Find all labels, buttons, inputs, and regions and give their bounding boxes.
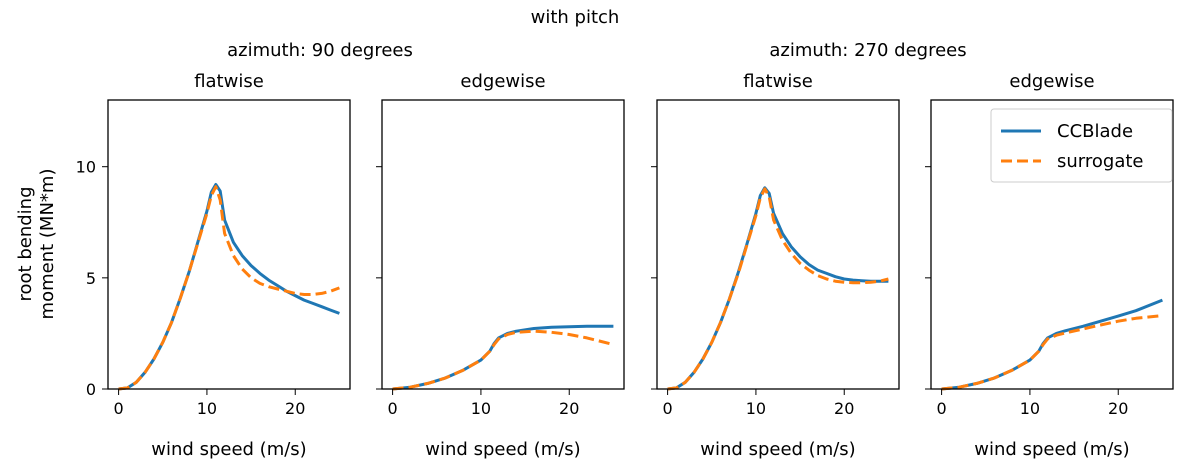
axes-frame	[381, 99, 625, 390]
group-title-azimuth-270: azimuth: 270 degrees	[769, 40, 966, 61]
y-tick-label: 5	[86, 269, 96, 288]
x-tick-label: 10	[197, 399, 217, 418]
series-line-ccblade	[941, 298, 1163, 391]
x-axis-label: wind speed (m/s)	[425, 439, 580, 460]
series-line-surrogate	[941, 314, 1163, 391]
legend: CCBlade surrogate	[990, 108, 1173, 183]
panel-3: 0 10 20 flatwise wind speed (m/s)	[651, 71, 900, 460]
panel-title: flatwise	[194, 71, 264, 92]
figure-title: with pitch	[531, 7, 620, 28]
legend-box	[990, 108, 1173, 183]
axes-frame	[107, 99, 351, 390]
x-tick-label: 10	[746, 399, 766, 418]
series-line-surrogate	[118, 185, 340, 391]
x-axis-label: wind speed (m/s)	[974, 439, 1129, 460]
series-line-ccblade	[667, 186, 889, 391]
axes-frame	[656, 99, 900, 390]
panel-1: 0 10 20 0 5 10 flatwise wind speed (m/s)	[76, 71, 351, 460]
x-tick-label: 20	[834, 399, 854, 418]
group-title-azimuth-90: azimuth: 90 degrees	[227, 40, 413, 61]
x-tick-label: 20	[559, 399, 579, 418]
x-tick-label: 0	[937, 399, 947, 418]
panel-4: 0 10 20 edgewise wind speed (m/s)	[925, 71, 1174, 460]
y-axis-label-line-2: moment (MN*m)	[37, 169, 58, 320]
series-line-ccblade	[118, 183, 340, 391]
panel-title: edgewise	[1009, 71, 1094, 92]
series-line-ccblade	[392, 324, 614, 391]
x-tick-label: 0	[663, 399, 673, 418]
x-tick-label: 20	[1108, 399, 1128, 418]
x-axis-label: wind speed (m/s)	[151, 439, 306, 460]
x-tick-label: 0	[388, 399, 398, 418]
panel-title: flatwise	[743, 71, 813, 92]
panel-2: 0 10 20 edgewise wind speed (m/s)	[376, 71, 625, 460]
x-axis-label: wind speed (m/s)	[700, 439, 855, 460]
panel-title: edgewise	[460, 71, 545, 92]
legend-ccblade-label: CCBlade	[1057, 121, 1133, 142]
x-tick-label: 10	[471, 399, 491, 418]
y-axis-label: root bending moment (MN*m)	[15, 169, 58, 320]
legend-surrogate-label: surrogate	[1057, 151, 1143, 172]
y-tick-label: 10	[76, 158, 96, 177]
y-tick-label: 0	[86, 380, 96, 399]
axes-frame	[930, 99, 1174, 390]
y-axis-label-line-1: root bending	[15, 187, 36, 302]
panels: 0 10 20 0 5 10 flatwise wind speed (m/s) 0 10 20 ed…	[76, 71, 1174, 460]
x-tick-label: 20	[285, 399, 305, 418]
series-line-surrogate	[667, 187, 889, 391]
series-line-surrogate	[392, 329, 614, 391]
x-tick-label: 10	[1020, 399, 1040, 418]
x-tick-label: 0	[114, 399, 124, 418]
